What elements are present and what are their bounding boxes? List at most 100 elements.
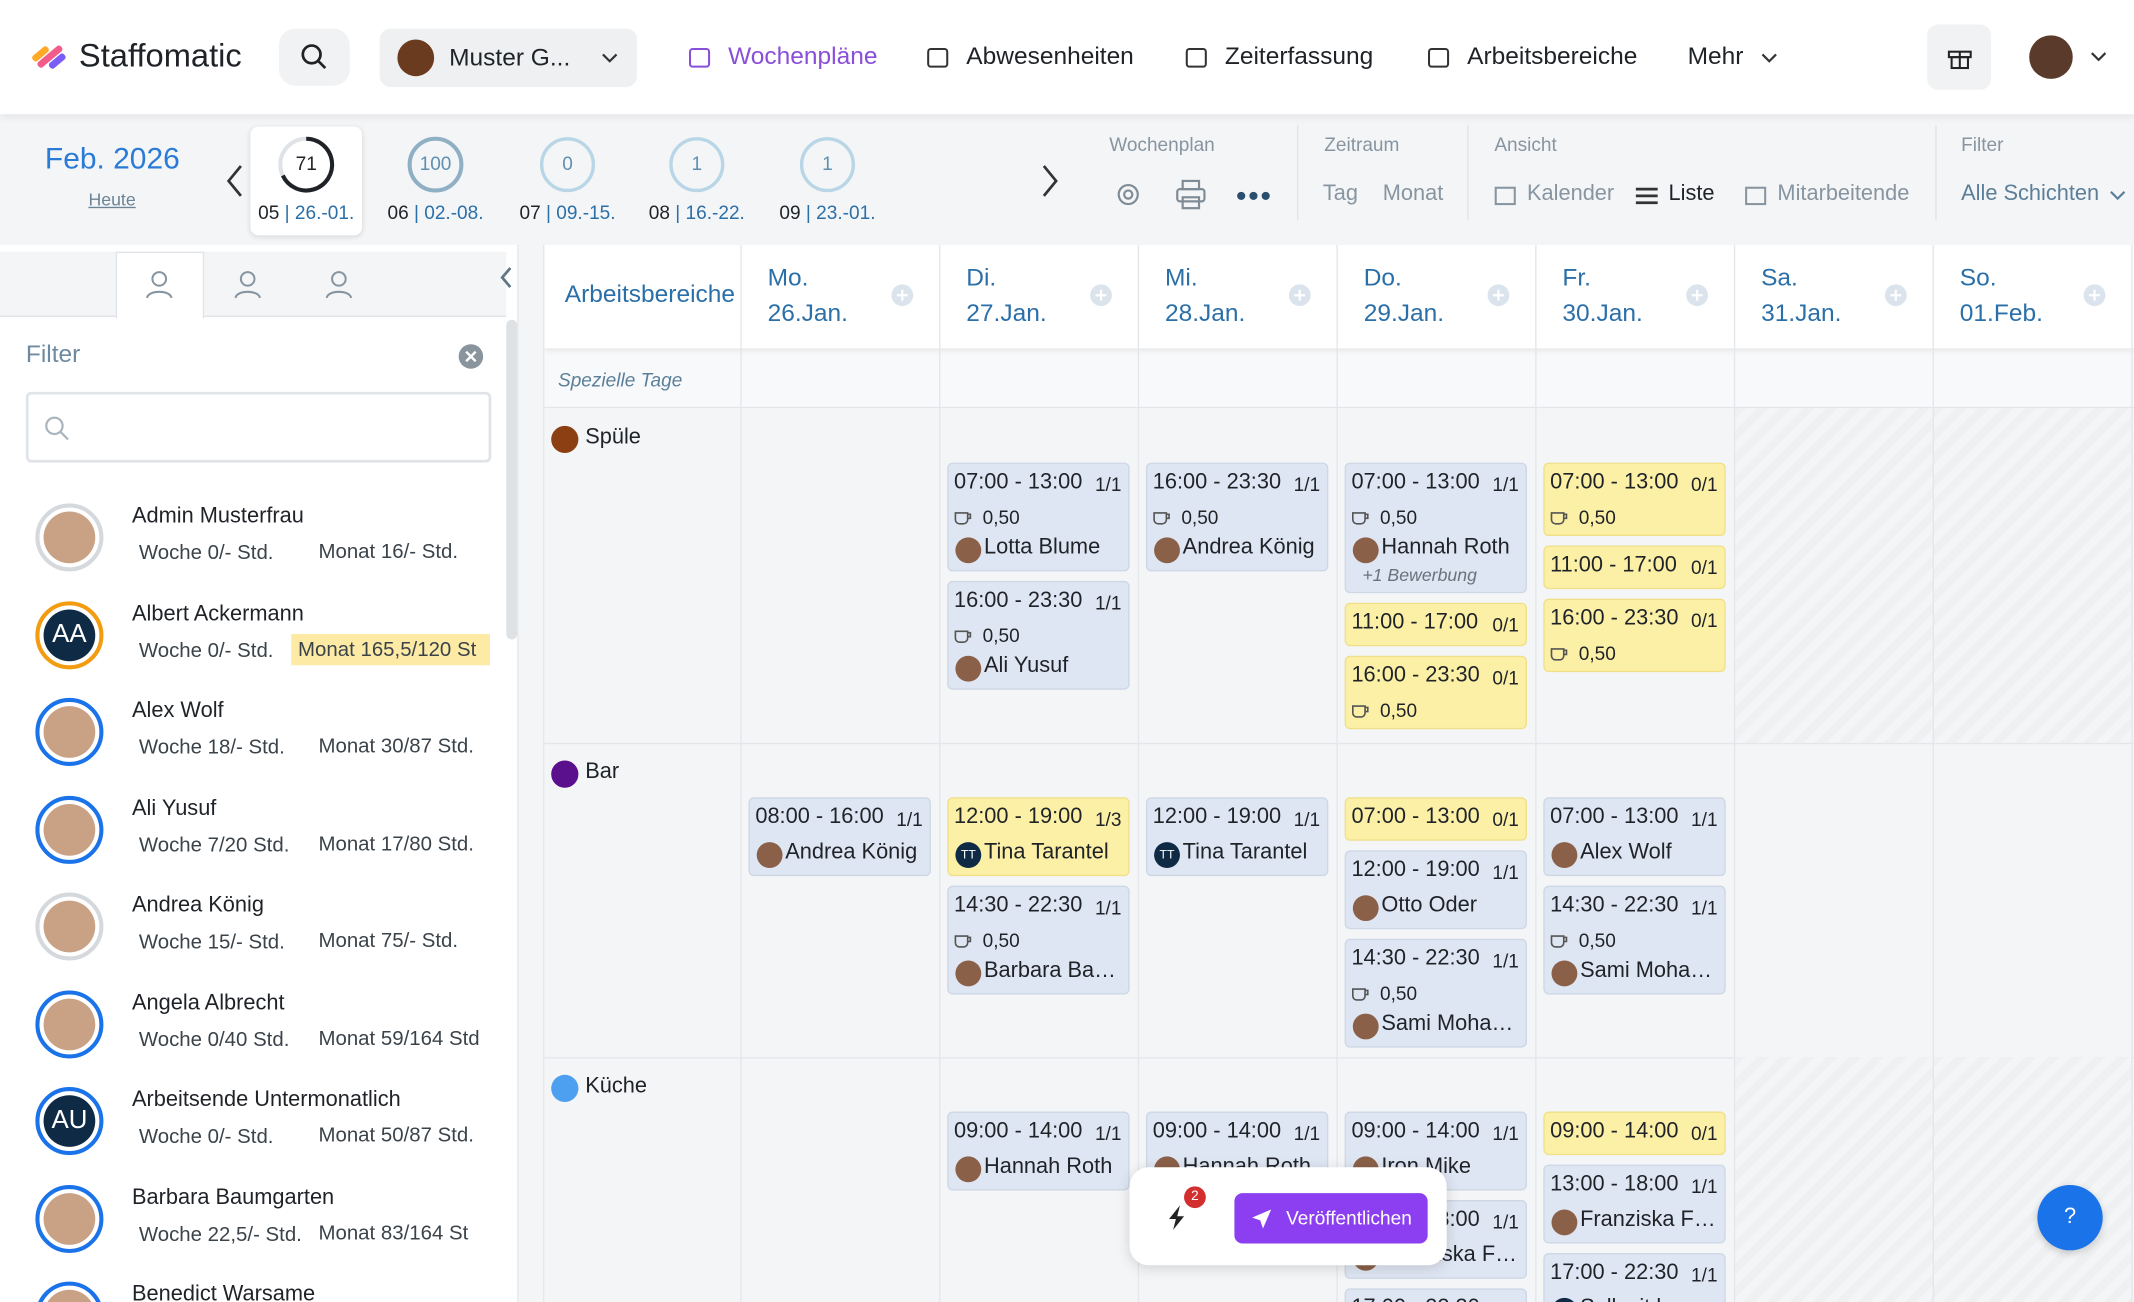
- week-count[interactable]: 0: [562, 152, 573, 175]
- employee-avatar: [35, 989, 104, 1058]
- day-date: 28.Jan.: [1164, 299, 1246, 327]
- avatar-image: [43, 511, 96, 564]
- employee-name[interactable]: Arbeitsende Untermonatlich: [132, 1088, 401, 1112]
- employee-name[interactable]: Albert Ackermann: [132, 602, 304, 626]
- nav-item[interactable]: Wochenpläne: [728, 42, 878, 70]
- shift-time: 09:00 - 14:00: [954, 1119, 1083, 1143]
- shift-card[interactable]: 14:30 - 22:30 1/1 0,50 Barbara Ba…: [947, 885, 1130, 995]
- add-shift[interactable]: [1884, 284, 1907, 307]
- shift-card[interactable]: 16:00 - 23:30 0/1 0,50: [1543, 598, 1726, 673]
- person-name: Hannah Roth: [983, 1155, 1113, 1179]
- add-shift[interactable]: [891, 284, 914, 307]
- shift-card[interactable]: 17:00 - 22:30 1/1 STSollzeit ber…: [1543, 1253, 1726, 1302]
- shift-card[interactable]: 16:00 - 23:30 1/1 0,50 Andrea König: [1145, 462, 1329, 572]
- shift-card[interactable]: 16:00 - 23:30 1/1 0,50 Ali Yusuf: [947, 580, 1130, 690]
- day-name: Mi.: [1164, 263, 1198, 292]
- publish-button[interactable]: Veröffentlichen: [1234, 1193, 1428, 1244]
- view-option[interactable]: Mitarbeitende: [1777, 182, 1910, 206]
- add-shift[interactable]: [1090, 284, 1112, 307]
- shift-card[interactable]: 14:30 - 22:30 1/1 0,50 Sami Moha…: [1543, 885, 1726, 995]
- shift-card[interactable]: 08:00 - 16:00 1/1 Andrea König: [748, 797, 931, 877]
- nav-item[interactable]: Arbeitsbereiche: [1467, 42, 1638, 70]
- avatar-image: [43, 997, 96, 1050]
- shift-card[interactable]: 07:00 - 13:00 1/1 0,50 Hannah Roth +1 Bewerb…: [1344, 462, 1528, 594]
- employee-name[interactable]: Barbara Baumgarten: [132, 1185, 335, 1209]
- employee-week-hours: Woche 7/20 Std.: [138, 833, 290, 857]
- shift-card[interactable]: 07:00 - 13:00 0/1 0,50: [1543, 462, 1726, 537]
- shift-break: 0,50: [1578, 929, 1616, 951]
- shift-card[interactable]: 12:00 - 19:00 1/1 TT Tina Tarantel: [1145, 797, 1329, 877]
- shift-time: 12:00 - 19:00: [954, 805, 1083, 829]
- week-range: 09.-15.: [556, 201, 616, 224]
- plus-icon: [1294, 289, 1306, 301]
- add-shift[interactable]: [1288, 284, 1311, 307]
- shift-slots: 1/1: [1293, 1122, 1321, 1145]
- shift-time: 17:00 - 22:30: [1550, 1261, 1679, 1285]
- employee-name[interactable]: Benedict Warsame: [132, 1282, 316, 1302]
- nav-item[interactable]: Abwesenheiten: [966, 42, 1134, 70]
- logo-text: Staffomatic: [78, 38, 242, 75]
- day-name: Fr.: [1562, 263, 1591, 292]
- shift-card[interactable]: 07:00 - 13:00 1/1 0,50 Lotta Blume: [947, 462, 1130, 572]
- week-count[interactable]: 1: [691, 152, 703, 175]
- shift-card[interactable]: 12:00 - 19:00 1/1 Otto Oder: [1344, 850, 1528, 930]
- view-option[interactable]: Liste: [1668, 182, 1715, 206]
- top-nav: Muster G... Staffomatic Wochenpläne Abwese…: [0, 0, 2134, 115]
- filter-select[interactable]: Alle Schichten: [1961, 182, 2100, 206]
- gift-button[interactable]: [1927, 24, 1992, 90]
- person-name: Sollzeit ber…: [1580, 1297, 1710, 1302]
- week-ring: [539, 137, 596, 193]
- shift-card[interactable]: 07:00 - 13:00 0/1: [1344, 797, 1528, 841]
- shift-card[interactable]: 09:00 - 14:00 1/1 Hannah Roth: [947, 1111, 1130, 1191]
- shift-card[interactable]: 16:00 - 23:30 0/1 0,50: [1344, 655, 1528, 730]
- row-divider: [544, 742, 2134, 745]
- user-avatar[interactable]: [2029, 35, 2073, 79]
- shift-card[interactable]: 09:00 - 14:00 0/1: [1543, 1111, 1726, 1156]
- filter-input[interactable]: [25, 391, 492, 463]
- add-shift[interactable]: [1686, 284, 1709, 307]
- employee-name[interactable]: Andrea König: [132, 893, 264, 917]
- add-shift[interactable]: [2083, 284, 2106, 307]
- shift-time: 09:00 - 14:00: [1152, 1119, 1282, 1143]
- nav-item[interactable]: Zeiterfassung: [1224, 42, 1374, 70]
- day-date: 30.Jan.: [1562, 299, 1643, 327]
- toolbar-label: Ansicht: [1494, 133, 1557, 156]
- employee-week-hours: Woche 0/- Std.: [138, 1125, 274, 1149]
- shift-card[interactable]: 12:00 - 19:00 1/3 TT Tina Tarantel: [947, 797, 1130, 877]
- shift-card[interactable]: 11:00 - 17:00 0/1: [1543, 545, 1726, 590]
- employee-name[interactable]: Ali Yusuf: [132, 796, 217, 820]
- next-week: [1042, 165, 1058, 197]
- help-button[interactable]: ?: [2037, 1184, 2103, 1251]
- week-count[interactable]: 100: [419, 152, 452, 175]
- range-option[interactable]: Monat: [1382, 182, 1444, 206]
- plus-icon: [1492, 289, 1504, 301]
- shift-card[interactable]: 14:30 - 22:30 1/1 0,50 Sami Moha…: [1344, 938, 1528, 1048]
- employee-name[interactable]: Alex Wolf: [132, 699, 224, 723]
- location-name[interactable]: Muster G...: [449, 43, 571, 71]
- week-count[interactable]: 1: [822, 152, 833, 175]
- shift-card[interactable]: 17:00 - 22:30 1/1: [1344, 1288, 1528, 1302]
- location-select[interactable]: Muster G...: [379, 28, 637, 88]
- nav-item[interactable]: Mehr: [1687, 42, 1744, 70]
- day-date: 27.Jan.: [966, 299, 1047, 327]
- week-count[interactable]: 71: [295, 152, 317, 175]
- view-icon: [1745, 186, 1767, 206]
- person-avatar: [756, 842, 783, 868]
- shift-card[interactable]: 11:00 - 17:00 0/1: [1344, 602, 1528, 647]
- shift-card[interactable]: 13:00 - 18:00 1/1 Franziska F…: [1543, 1164, 1726, 1244]
- range-option[interactable]: Tag: [1322, 182, 1358, 206]
- employee-name[interactable]: Angela Albrecht: [132, 991, 285, 1015]
- search-button[interactable]: [278, 28, 350, 86]
- special-days-label: Spezielle Tage: [557, 368, 683, 391]
- shift-time: 11:00 - 17:00: [1351, 610, 1479, 634]
- add-shift[interactable]: [1487, 284, 1510, 307]
- shift-card[interactable]: 07:00 - 13:00 1/1 Alex Wolf: [1543, 797, 1726, 877]
- shift-slots: 1/1: [1293, 473, 1321, 496]
- employee-name[interactable]: Admin Musterfrau: [132, 504, 304, 528]
- user-menu-chevron[interactable]: [2090, 52, 2107, 63]
- view-option[interactable]: Kalender: [1527, 182, 1615, 206]
- week-label: 06 | 02.-08.: [387, 201, 484, 224]
- today-link[interactable]: Heute: [88, 189, 136, 210]
- shift-slots: 0/1: [1691, 473, 1718, 496]
